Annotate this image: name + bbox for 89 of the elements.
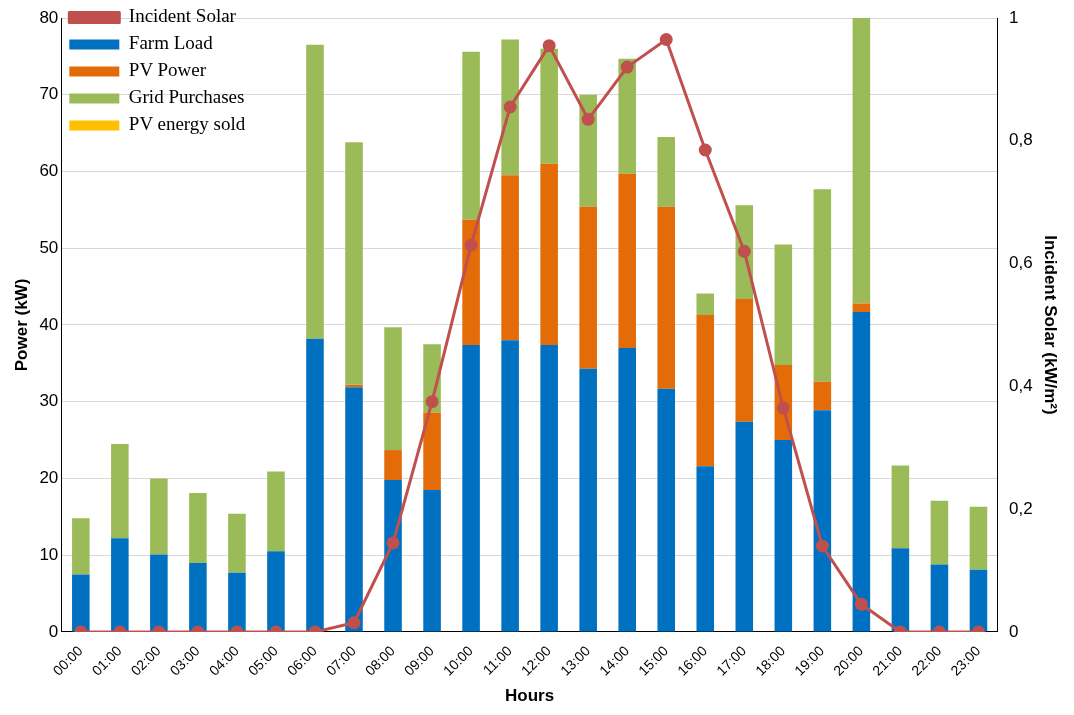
- bar: [306, 44, 324, 339]
- bar: [306, 338, 324, 632]
- x-axis-title: Hours: [505, 686, 555, 706]
- bar: [969, 506, 988, 570]
- legend-label: Incident Solar: [128, 5, 237, 27]
- bar: [735, 421, 754, 632]
- bar: [930, 564, 949, 632]
- y-tick-label: 40: [39, 314, 59, 334]
- bar: [462, 344, 480, 632]
- y2-axis-title: Incident Solar (kW/m²): [1041, 235, 1061, 415]
- bar: [852, 18, 871, 304]
- legend-label: PV Power: [128, 59, 207, 81]
- bar: [228, 572, 246, 632]
- bar: [228, 513, 246, 573]
- bar: [852, 303, 871, 312]
- bar: [540, 344, 558, 632]
- bar: [930, 500, 949, 565]
- y-axis-title: Power (kW): [11, 278, 31, 372]
- bar: [579, 368, 597, 632]
- point: [620, 60, 634, 74]
- bar: [540, 48, 558, 164]
- y-tick-label: 20: [39, 468, 59, 488]
- y2-tick-label: 1: [1008, 7, 1019, 27]
- y2-tick-label: 0,4: [1008, 376, 1033, 396]
- legend-label: Grid Purchases: [128, 86, 245, 108]
- bar: [657, 206, 676, 389]
- bar: [111, 443, 129, 539]
- point: [698, 143, 712, 157]
- bar: [384, 480, 402, 632]
- bar: [384, 327, 402, 451]
- bar: [813, 410, 832, 632]
- bar: [111, 538, 129, 632]
- bar: [150, 554, 168, 632]
- y-tick-label: 0: [48, 621, 59, 641]
- y2-tick-label: 0,2: [1008, 498, 1033, 518]
- bar: [774, 440, 793, 632]
- bar: [189, 493, 207, 563]
- point: [581, 112, 595, 126]
- y-tick-label: 10: [39, 544, 59, 564]
- bar: [384, 450, 402, 480]
- bar: [579, 206, 597, 369]
- y-tick-label: 70: [39, 84, 59, 104]
- y-tick-label: 30: [39, 391, 59, 411]
- bar: [540, 163, 558, 345]
- y-tick-label: 50: [39, 237, 59, 257]
- bar: [579, 94, 597, 207]
- bar: [462, 51, 480, 220]
- bar: [735, 298, 754, 422]
- bar: [696, 293, 715, 315]
- bar: [267, 471, 285, 552]
- point: [464, 238, 478, 252]
- bar: [150, 478, 168, 555]
- bar: [813, 189, 832, 382]
- bar: [969, 569, 988, 632]
- bar: [501, 340, 519, 632]
- bar: [618, 173, 636, 348]
- bar: [345, 387, 363, 632]
- bar: [345, 142, 363, 385]
- y2-tick-label: 0,6: [1008, 253, 1033, 273]
- bar: [696, 315, 715, 467]
- bar: [774, 244, 793, 365]
- point: [542, 39, 556, 53]
- bar: [501, 175, 519, 341]
- bar: [189, 562, 207, 632]
- bar: [657, 388, 676, 632]
- bar: [72, 574, 90, 632]
- bar: [891, 548, 910, 632]
- bar: [657, 136, 676, 207]
- bar: [423, 412, 441, 490]
- bar: [267, 551, 285, 632]
- bar: [618, 348, 636, 632]
- y2-tick-label: 0: [1008, 621, 1019, 641]
- y-tick-label: 80: [39, 7, 59, 27]
- bar: [696, 466, 715, 632]
- bar: [618, 58, 636, 174]
- bar: [72, 518, 90, 575]
- y-tick-label: 60: [39, 161, 59, 181]
- point: [659, 32, 673, 46]
- point: [503, 100, 517, 114]
- legend-label: Farm Load: [128, 32, 214, 54]
- bar: [501, 39, 519, 176]
- bar: [423, 489, 441, 632]
- y2-tick-label: 0,8: [1008, 130, 1033, 150]
- bar: [813, 381, 832, 411]
- bar: [891, 465, 910, 549]
- bar: [852, 311, 871, 632]
- legend-label: PV energy sold: [128, 113, 246, 135]
- bar: [345, 384, 363, 388]
- point: [737, 244, 751, 258]
